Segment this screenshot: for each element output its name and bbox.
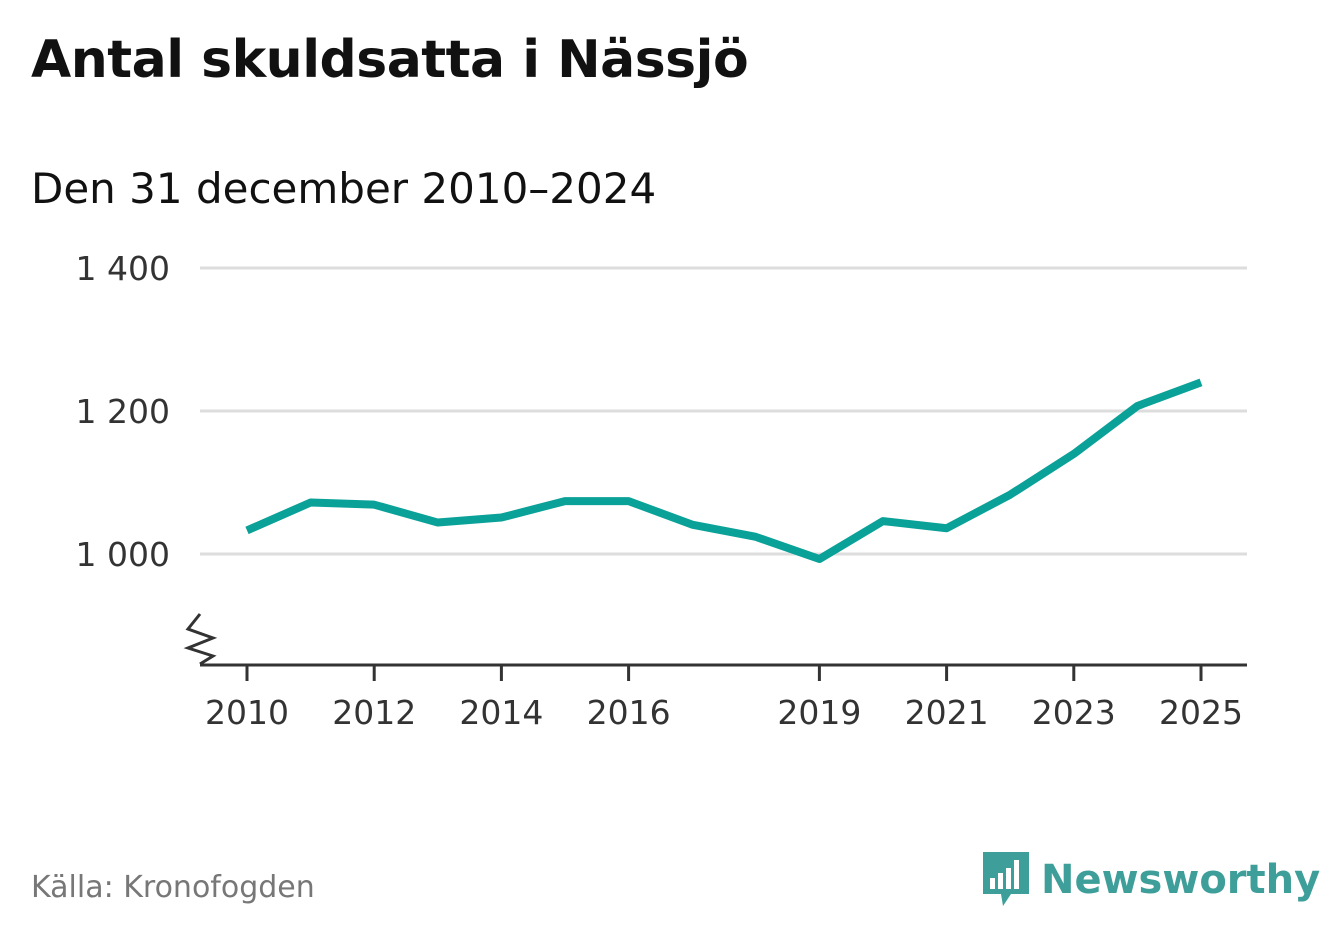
axis-break-zigzag bbox=[183, 613, 218, 666]
data-point bbox=[1073, 453, 1074, 454]
data-point bbox=[310, 502, 311, 503]
data-point bbox=[946, 528, 947, 529]
x-axis-ticks: 2010 2012 2014 2016 2019 2021 2023 2025 bbox=[205, 665, 1243, 732]
chart-title: Antal skuldsatta i Nässjö bbox=[31, 30, 749, 90]
x-tick-label: 2019 bbox=[777, 693, 861, 732]
data-point bbox=[247, 530, 248, 531]
brand-logo[interactable]: Newsworthy bbox=[981, 850, 1320, 910]
data-point bbox=[819, 559, 820, 560]
y-axis-ticks: 1 000 1 200 1 400 bbox=[76, 249, 170, 574]
data-point bbox=[437, 522, 438, 523]
data-point bbox=[883, 521, 884, 522]
y-tick-label: 1 000 bbox=[76, 535, 170, 574]
y-tick-label: 1 400 bbox=[76, 249, 170, 288]
data-point bbox=[374, 504, 375, 505]
y-tick-label: 1 200 bbox=[76, 392, 170, 431]
x-tick-label: 2016 bbox=[587, 693, 671, 732]
series-layer bbox=[245, 378, 1203, 564]
data-point bbox=[755, 536, 756, 537]
brand-name: Newsworthy bbox=[1041, 857, 1321, 903]
y-axis-break-icon bbox=[183, 613, 218, 666]
source-note: Källa: Kronofogden bbox=[31, 870, 315, 905]
x-tick-label: 2010 bbox=[205, 693, 289, 732]
series-line bbox=[245, 378, 1203, 564]
data-point bbox=[628, 501, 629, 502]
data-point bbox=[1201, 382, 1202, 383]
x-tick-label: 2014 bbox=[459, 693, 543, 732]
x-tick-label: 2025 bbox=[1159, 693, 1243, 732]
x-tick-label: 2012 bbox=[332, 693, 416, 732]
data-point bbox=[1137, 405, 1138, 406]
x-tick-label: 2023 bbox=[1032, 693, 1116, 732]
x-tick-label: 2021 bbox=[905, 693, 989, 732]
data-point bbox=[501, 517, 502, 518]
chart-subtitle: Den 31 december 2010–2024 bbox=[31, 164, 657, 213]
data-point bbox=[1010, 494, 1011, 495]
gridlines bbox=[200, 266, 1247, 556]
newsworthy-logo-icon bbox=[983, 852, 1029, 906]
data-point bbox=[565, 501, 566, 502]
data-point bbox=[692, 524, 693, 525]
